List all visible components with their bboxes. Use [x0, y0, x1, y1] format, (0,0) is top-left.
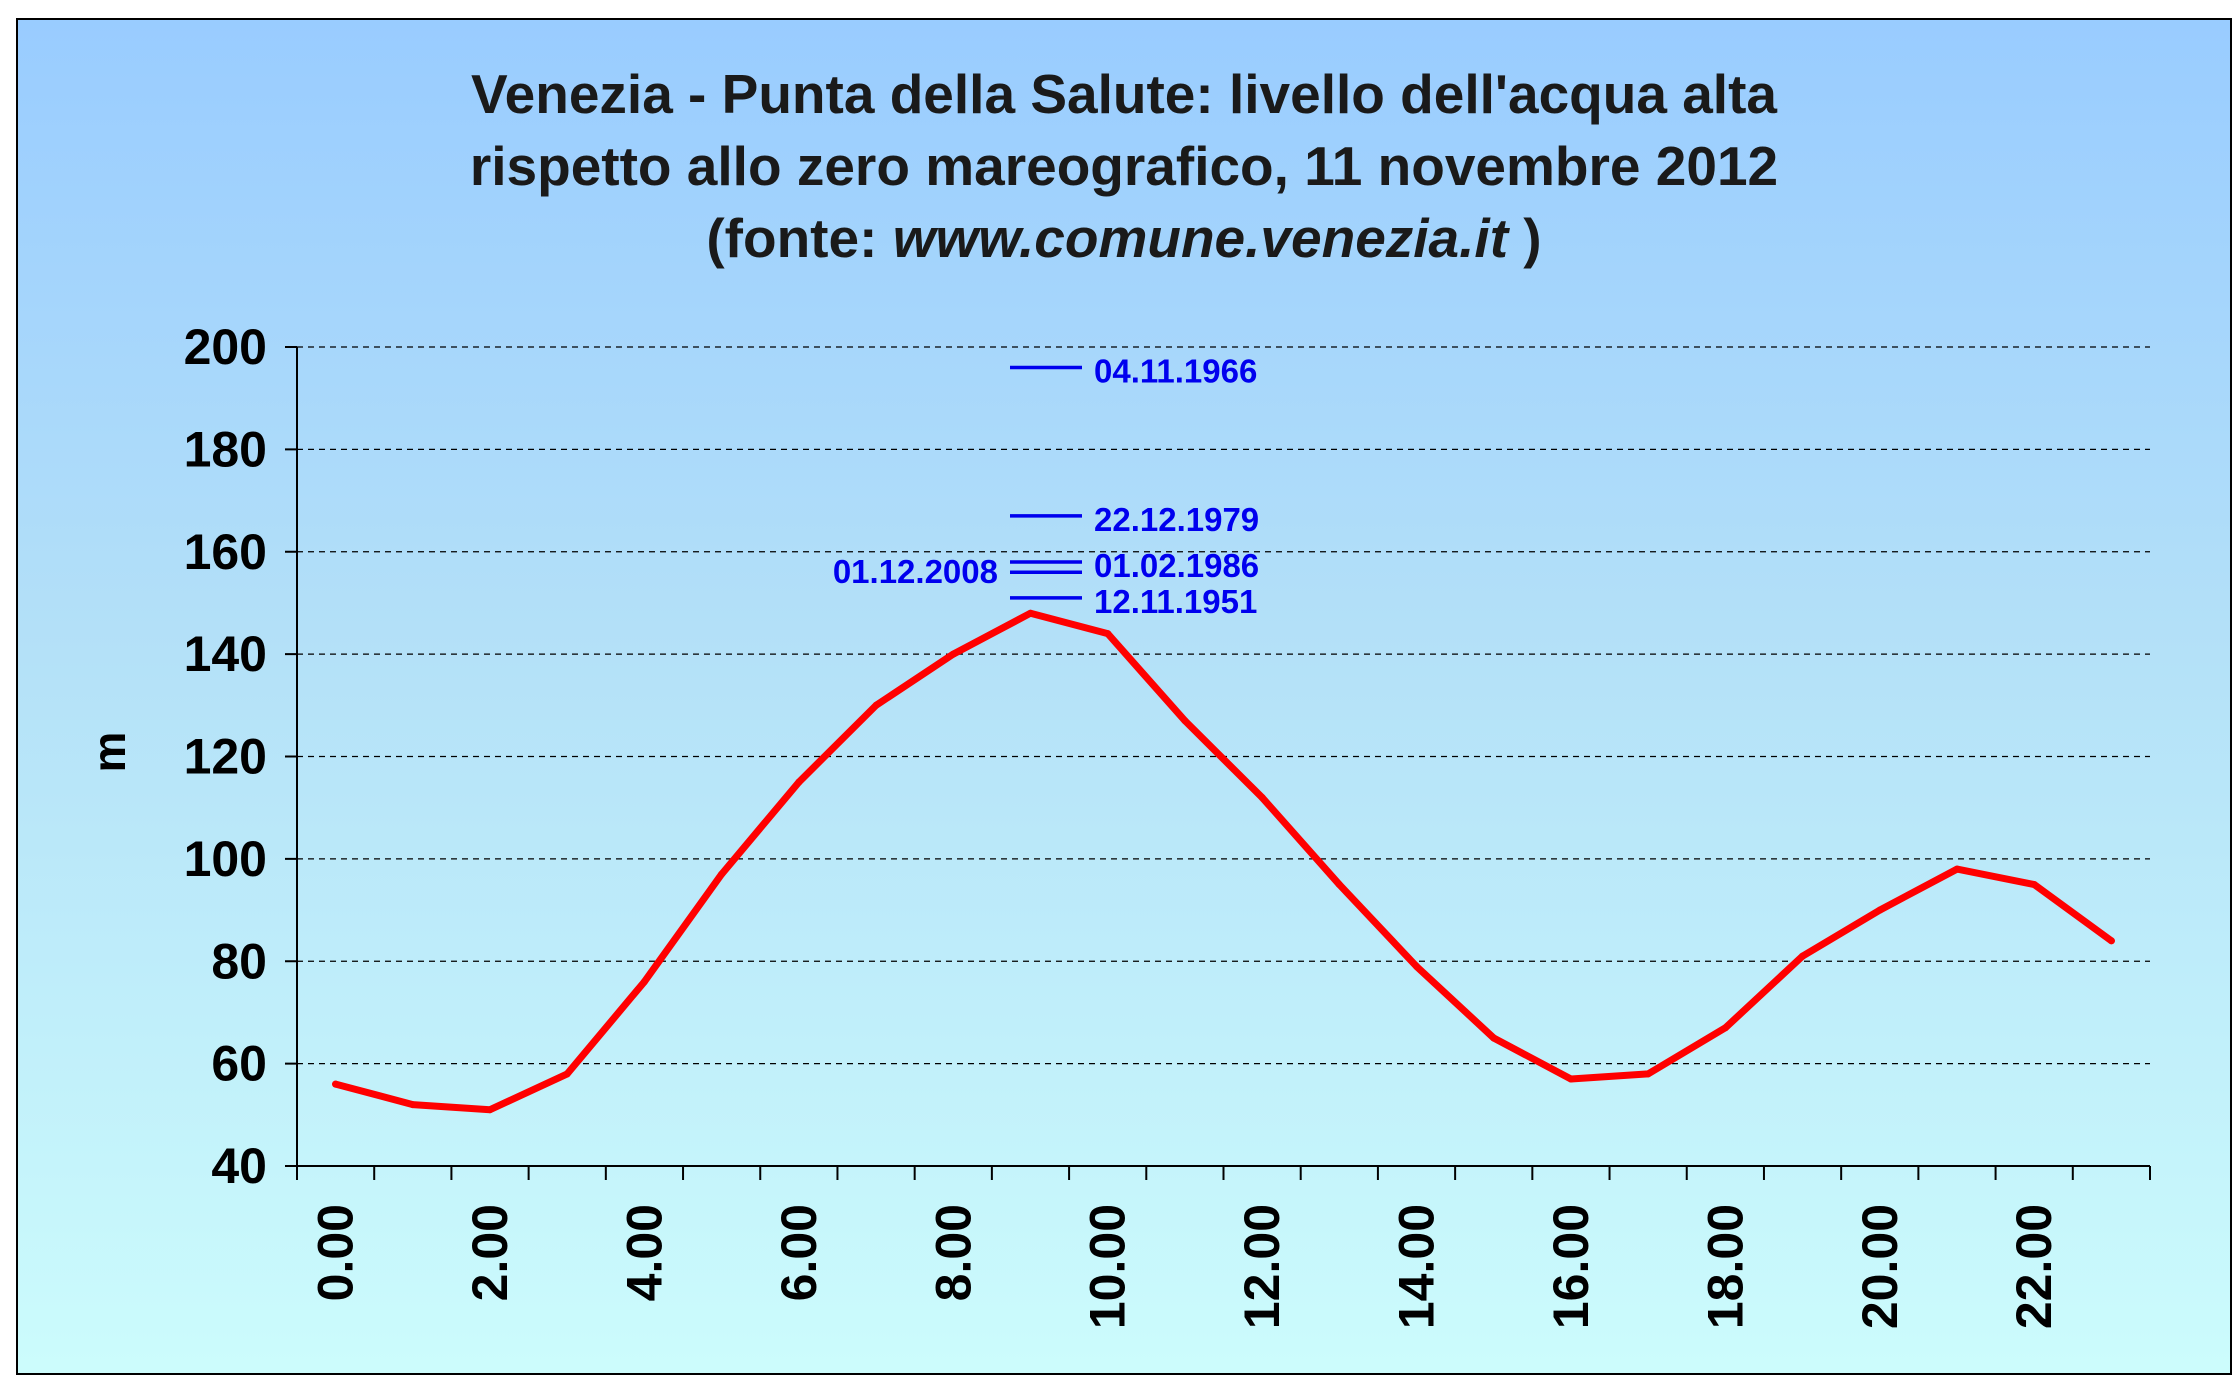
- data-point: [1953, 865, 1961, 873]
- series: [332, 609, 2115, 1114]
- data-point: [1644, 1070, 1652, 1078]
- water-level-series-line: [332, 609, 2115, 1114]
- reference-label: 04.11.1966: [1094, 352, 1257, 389]
- gridlines: [297, 346, 2150, 1065]
- data-point: [1799, 952, 1807, 960]
- y-tick-label: 160: [184, 524, 267, 580]
- y-tick-label: 60: [211, 1036, 267, 1092]
- y-tick-label: 140: [184, 626, 267, 682]
- y-tick-label: 180: [184, 421, 267, 477]
- data-point: [409, 1101, 417, 1109]
- source-url: www.comune.venezia.it: [892, 207, 1509, 269]
- data-point: [1258, 794, 1266, 801]
- x-tick-label: 20.00: [1852, 1204, 1908, 1329]
- x-tick-label: 16.00: [1543, 1204, 1599, 1329]
- data-point: [1490, 1034, 1498, 1042]
- x-tick-label: 2.00: [462, 1204, 518, 1301]
- x-tick-label: 22.00: [2006, 1204, 2062, 1329]
- data-point: [1721, 1024, 1729, 1032]
- title-line-2: rispetto allo zero mareografico, 11 nove…: [469, 135, 1779, 197]
- data-point: [486, 1106, 494, 1114]
- x-tick-label: 10.00: [1080, 1204, 1136, 1329]
- axes: [285, 346, 2151, 1180]
- x-tick-label: 18.00: [1697, 1204, 1753, 1329]
- y-tick-label: 100: [184, 831, 267, 887]
- data-point: [1027, 609, 1034, 617]
- data-point: [1567, 1075, 1575, 1083]
- x-tick-label: 12.00: [1234, 1204, 1290, 1329]
- data-point: [2030, 881, 2038, 888]
- y-tick-label: 200: [184, 319, 267, 375]
- reference-label: 22.12.1979: [1094, 501, 1259, 538]
- chart-title: Venezia - Punta della Salute: livello de…: [18, 58, 2230, 274]
- source-suffix: ): [1508, 207, 1542, 269]
- reference-label: 12.11.1951: [1094, 583, 1257, 620]
- data-point: [1181, 717, 1189, 725]
- data-point: [563, 1070, 571, 1078]
- x-tick-label: 6.00: [771, 1204, 827, 1301]
- data-point: [949, 650, 957, 658]
- data-point: [872, 701, 880, 709]
- reference-levels: 04.11.1966 22.12.1979 01.02.1986 01.12.2008…: [833, 352, 1259, 619]
- data-point: [1876, 906, 1884, 914]
- x-tick-label: 4.00: [616, 1204, 672, 1301]
- data-point: [795, 778, 803, 786]
- x-tick-label: 8.00: [925, 1204, 981, 1301]
- data-point: [332, 1080, 340, 1088]
- y-tick-label: 120: [184, 729, 267, 785]
- reference-label: 01.02.1986: [1094, 547, 1259, 584]
- x-tick-labels: 0.00 2.00 4.00 6.00 8.00 10.00 12.00 14.00 16.00…: [308, 1204, 2063, 1329]
- x-tick-label: 0.00: [308, 1204, 364, 1301]
- reference-label: 01.12.2008: [833, 553, 998, 590]
- data-point: [1413, 962, 1420, 970]
- y-tick-labels: 40 60 80 100 120 140 160 180 200: [184, 319, 267, 1194]
- data-point: [718, 870, 726, 878]
- x-tick-label: 14.00: [1389, 1204, 1445, 1329]
- title-source-line: (fonte: www.comune.venezia.it ): [18, 202, 2230, 274]
- data-point: [640, 978, 648, 986]
- title-line-1: Venezia - Punta della Salute: livello de…: [470, 63, 1777, 125]
- y-tick-label: 80: [211, 933, 267, 989]
- y-axis-label: m: [83, 732, 135, 773]
- data-point: [2107, 937, 2115, 945]
- y-tick-label: 40: [211, 1138, 267, 1194]
- source-prefix: (fonte:: [706, 207, 893, 269]
- data-point: [1104, 630, 1112, 638]
- data-point: [1335, 881, 1343, 888]
- chart-frame: Venezia - Punta della Salute: livello de…: [16, 18, 2232, 1375]
